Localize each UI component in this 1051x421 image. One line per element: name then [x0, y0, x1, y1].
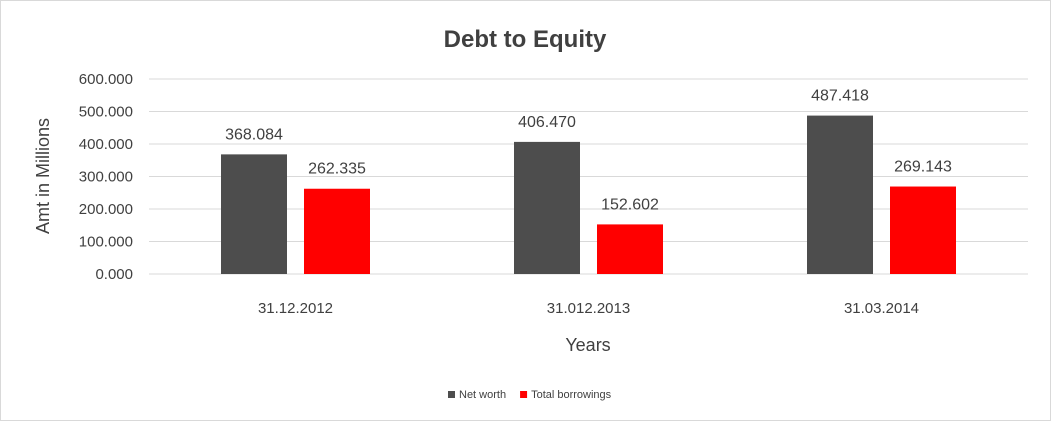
x-axis-categories: 31.12.2012 31.012.2013 31.03.2014 [258, 300, 919, 317]
legend-swatch [448, 391, 455, 398]
data-label: 487.418 [811, 88, 869, 105]
y-axis-title: Amt in Millions [33, 118, 53, 234]
bar-total-borrowings [890, 186, 956, 274]
y-tick-label: 600.000 [79, 71, 133, 88]
x-category-label: 31.012.2013 [547, 300, 630, 317]
y-tick-label: 0.000 [95, 266, 133, 283]
legend-label: Net worth [459, 389, 506, 401]
gridlines [149, 78, 1028, 275]
data-label: 152.602 [601, 196, 659, 213]
bar-net-worth [514, 141, 580, 274]
legend-label: Total borrowings [531, 389, 612, 401]
y-tick-label: 400.000 [79, 136, 133, 153]
y-tick-label: 100.000 [79, 234, 133, 251]
x-axis-title: Years [565, 335, 610, 355]
chart-title: Debt to Equity [444, 26, 607, 53]
data-label: 368.084 [225, 126, 283, 143]
bar-net-worth [221, 154, 287, 274]
bar-total-borrowings [597, 224, 663, 274]
data-label: 269.143 [894, 159, 952, 176]
y-tick-label: 300.000 [79, 169, 133, 186]
y-axis-ticks: 0.000 100.000 200.000 300.000 400.000 500.000… [79, 71, 133, 283]
legend: Net worth Total borrowings [448, 389, 612, 401]
bar-total-borrowings [304, 188, 370, 274]
bars [221, 115, 956, 275]
data-label: 262.335 [308, 161, 366, 178]
bar-net-worth [807, 115, 873, 275]
legend-swatch [520, 391, 528, 398]
data-label: 406.470 [518, 114, 576, 131]
x-category-label: 31.12.2012 [258, 300, 333, 317]
y-tick-label: 200.000 [79, 201, 133, 218]
y-tick-label: 500.000 [79, 104, 133, 121]
data-labels: 368.084 262.335 406.470 152.602 487.418 269.1… [225, 88, 952, 214]
x-category-label: 31.03.2014 [844, 300, 919, 317]
